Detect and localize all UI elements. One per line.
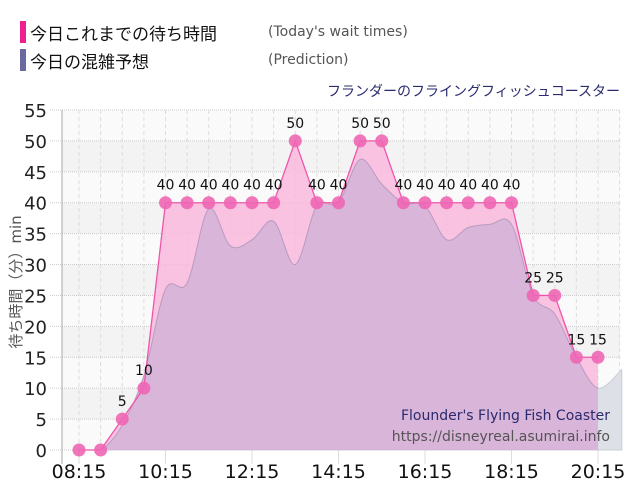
data-point-label: 40 (481, 178, 499, 194)
data-point-label: 40 (265, 178, 283, 194)
watermark-ride-name: Flounder's Flying Fish Coaster (401, 408, 610, 424)
data-point-label: 10 (135, 363, 153, 379)
data-point-marker[interactable] (526, 288, 540, 302)
data-point-marker[interactable] (223, 196, 237, 210)
data-point-label: 15 (567, 332, 585, 348)
data-point-marker[interactable] (440, 196, 454, 210)
data-point-marker[interactable] (137, 381, 151, 395)
data-point-marker[interactable] (267, 196, 281, 210)
data-point-marker[interactable] (202, 196, 216, 210)
y-tick-label: 50 (24, 132, 47, 153)
legend-label-en: (Prediction) (268, 52, 349, 68)
legend-label-en: (Today's wait times) (268, 24, 408, 40)
data-point-label: 40 (503, 178, 521, 194)
watermark-url: https://disneyreal.asumirai.info (392, 429, 610, 445)
data-point-label: 40 (416, 178, 434, 194)
legend-label-jp: 今日これまでの待ち時間 (30, 24, 217, 45)
legend-swatch-actual (20, 21, 26, 43)
data-point-marker[interactable] (353, 134, 367, 148)
data-point-label: 15 (589, 332, 607, 348)
data-point-marker[interactable] (310, 196, 324, 210)
x-tick-label: 18:15 (484, 461, 539, 483)
y-tick-label: 15 (24, 348, 47, 369)
data-point-marker[interactable] (115, 412, 129, 426)
data-point-label: 40 (438, 178, 456, 194)
legend-item-prediction: 今日の混雑予想 (Prediction) (20, 48, 349, 73)
legend-item-actual: 今日これまでの待ち時間 (Today's wait times) (20, 20, 408, 45)
data-point-label: 40 (243, 178, 261, 194)
x-tick-label: 14:15 (311, 461, 366, 483)
x-tick-label: 20:15 (571, 461, 626, 483)
data-point-marker[interactable] (94, 443, 108, 457)
data-point-marker[interactable] (245, 196, 259, 210)
data-point-marker[interactable] (288, 134, 302, 148)
data-point-marker[interactable] (396, 196, 410, 210)
y-tick-label: 40 (24, 194, 47, 215)
data-point-marker[interactable] (548, 288, 562, 302)
x-tick-label: 12:15 (225, 461, 280, 483)
data-point-marker[interactable] (569, 350, 583, 364)
y-tick-label: 20 (24, 317, 47, 338)
data-point-label: 50 (373, 116, 391, 132)
y-axis-title: 待ち時間（分）min (7, 215, 25, 348)
data-point-label: 25 (524, 270, 542, 286)
y-tick-label: 10 (24, 379, 47, 400)
y-tick-label: 30 (24, 256, 47, 277)
legend-label-jp: 今日の混雑予想 (30, 52, 149, 73)
data-point-label: 40 (178, 178, 196, 194)
data-point-marker[interactable] (418, 196, 432, 210)
data-point-marker[interactable] (332, 196, 345, 210)
data-point-label: 40 (200, 178, 218, 194)
data-point-marker[interactable] (505, 196, 518, 210)
data-point-marker[interactable] (591, 350, 605, 364)
data-point-marker[interactable] (375, 134, 389, 148)
data-point-label: 40 (394, 178, 412, 194)
x-tick-label: 16:15 (398, 461, 453, 483)
chart-title: フランダーのフライングフィッシュコースター (326, 84, 620, 100)
x-tick-label: 10:15 (138, 461, 193, 483)
data-point-label: 40 (157, 178, 175, 194)
data-point-marker[interactable] (461, 196, 475, 210)
data-point-marker[interactable] (180, 196, 194, 210)
y-tick-label: 35 (24, 225, 47, 246)
data-point-label: 40 (221, 178, 239, 194)
data-point-label: 40 (330, 178, 348, 194)
data-point-marker[interactable] (483, 196, 497, 210)
y-tick-label: 0 (36, 441, 47, 462)
x-tick-label: 08:15 (52, 461, 107, 483)
legend-swatch-prediction (20, 49, 26, 71)
data-point-marker[interactable] (159, 196, 172, 210)
data-point-label: 40 (308, 178, 326, 194)
data-point-label: 40 (459, 178, 477, 194)
data-point-label: 25 (546, 270, 564, 286)
y-tick-label: 25 (24, 286, 47, 307)
y-tick-label: 55 (24, 101, 47, 122)
data-point-label: 50 (286, 116, 304, 132)
data-point-label: 5 (118, 394, 127, 410)
y-tick-label: 45 (24, 163, 47, 184)
y-tick-label: 5 (36, 410, 47, 431)
data-point-marker[interactable] (72, 443, 86, 457)
data-point-label: 50 (351, 116, 369, 132)
